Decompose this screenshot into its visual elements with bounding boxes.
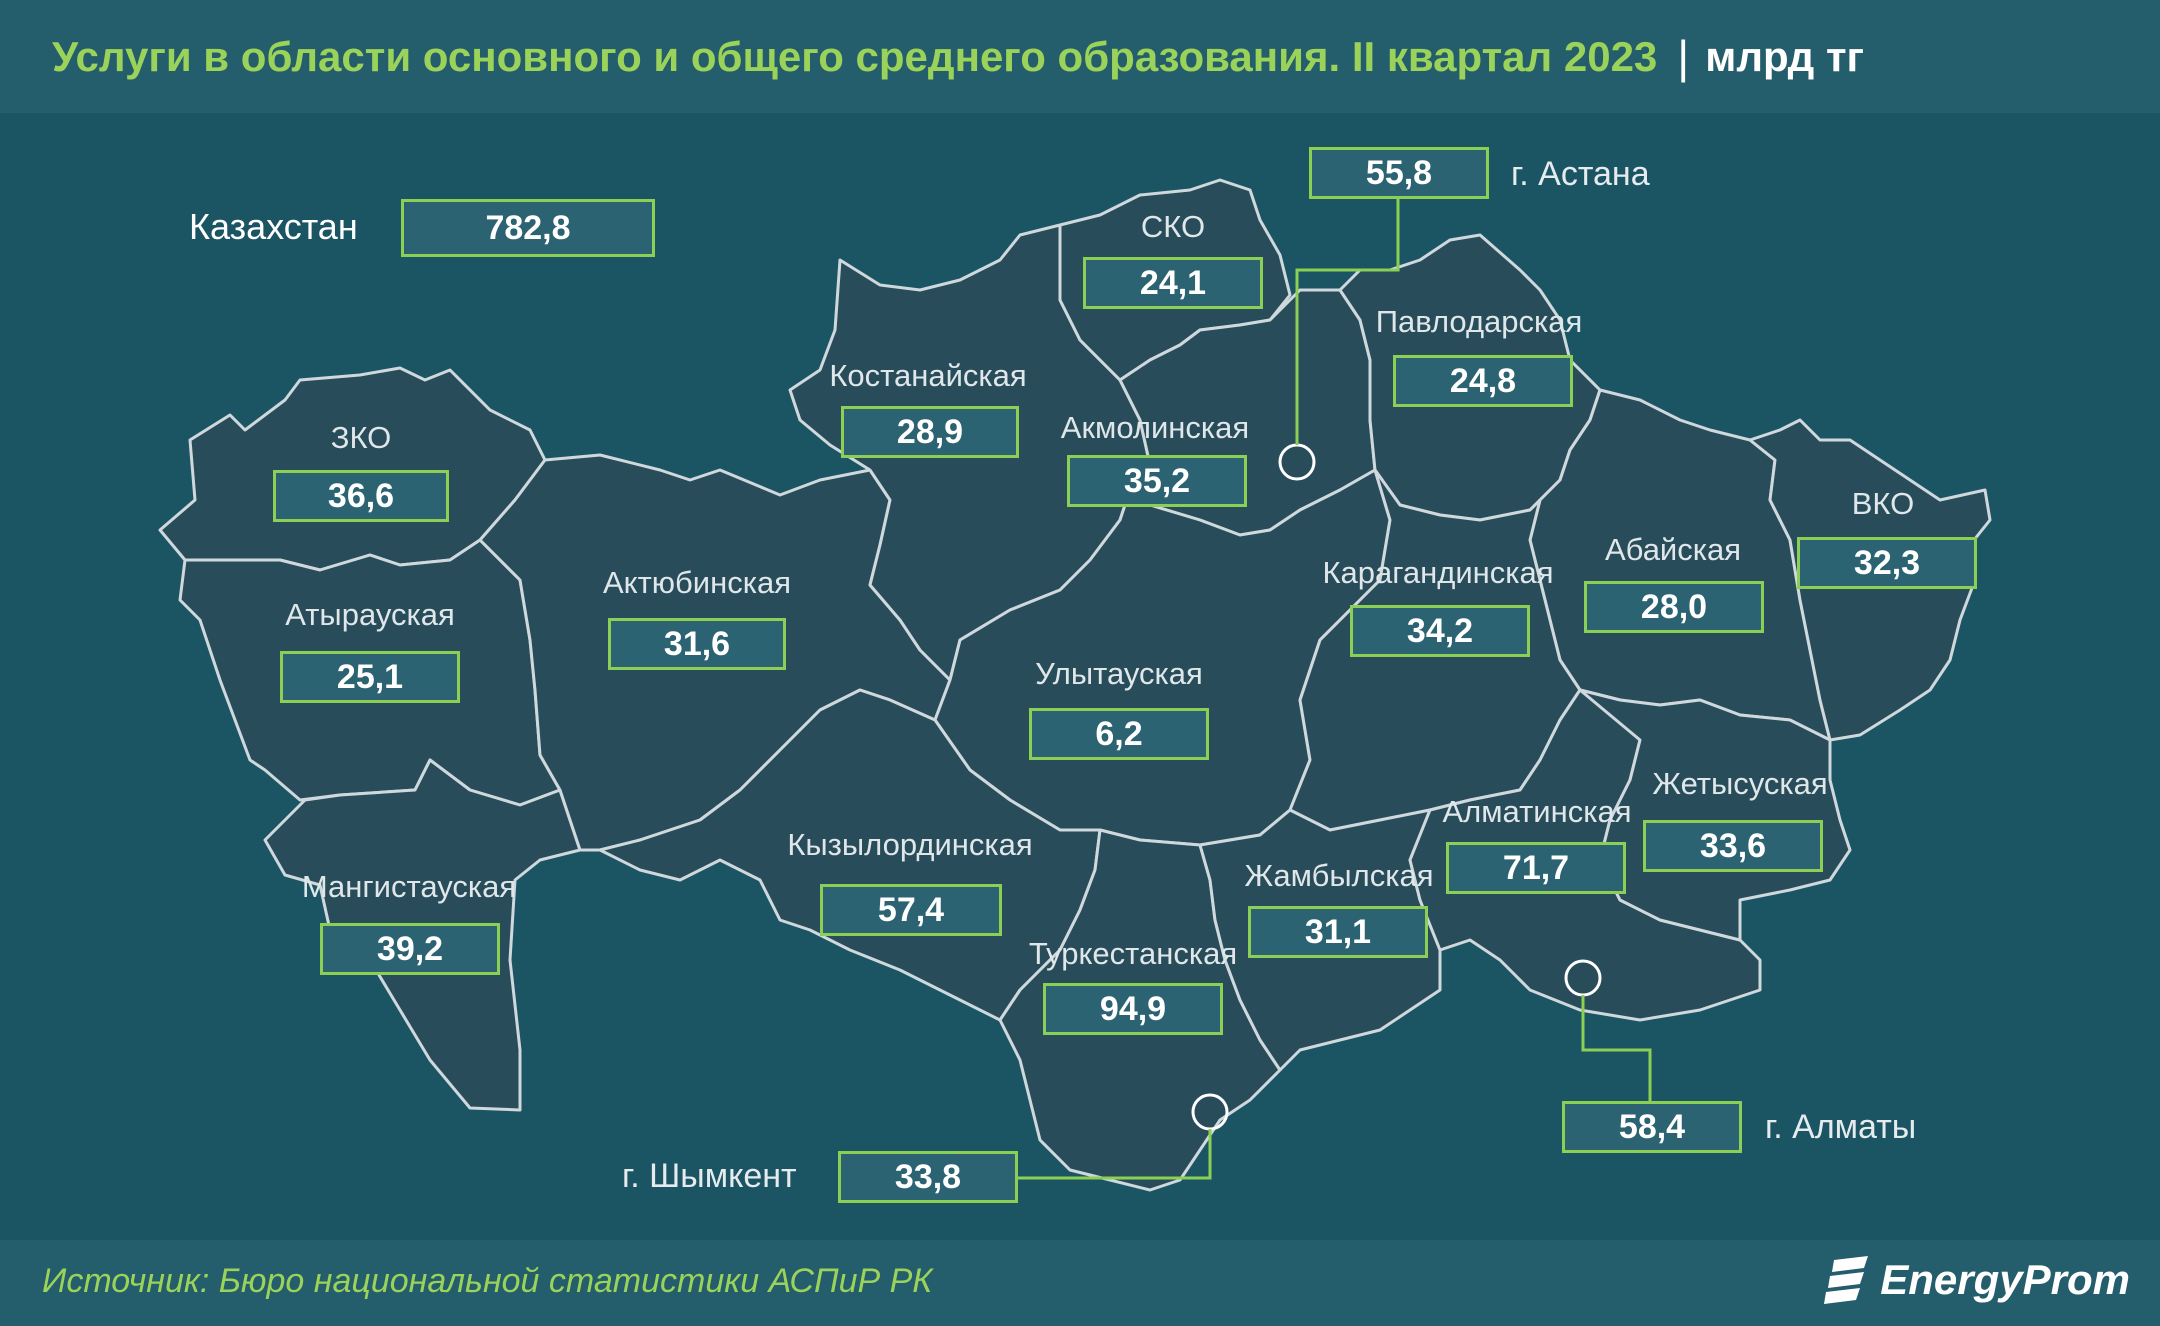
karaganda-value: 34,2 [1350, 605, 1530, 657]
almaty-region-value: 71,7 [1446, 842, 1626, 894]
logo-icon [1824, 1256, 1869, 1304]
footer-bar: Источник: Бюро национальной статистики А… [0, 1240, 2160, 1326]
sko-value: 24,1 [1083, 257, 1263, 309]
akmola-label: Акмолинская [1060, 410, 1250, 445]
kyzylorda-value: 57,4 [820, 884, 1002, 936]
aktobe-label: Актюбинская [603, 565, 791, 600]
astana-label: г. Астана [1511, 155, 1650, 193]
atyrau-label: Атырауская [285, 597, 455, 632]
kostanay-value: 28,9 [841, 406, 1019, 458]
title-separator: | [1677, 30, 1690, 83]
pavlodar-label: Павлодарская [1375, 304, 1583, 339]
energyprom-logo: EnergyProm [1824, 1254, 2130, 1306]
region-zhetysu [1578, 688, 1852, 942]
abai-value: 28,0 [1584, 581, 1764, 633]
atyrau-value: 25,1 [280, 651, 460, 703]
ulytau-value: 6,2 [1029, 708, 1209, 760]
zko-label: ЗКО [330, 420, 392, 455]
ulytau-label: Улытауская [1035, 656, 1203, 691]
source-note: Источник: Бюро национальной статистики А… [42, 1262, 933, 1300]
zhetysu-value: 33,6 [1643, 820, 1823, 872]
logo-text: EnergyProm [1880, 1256, 2130, 1303]
mangistau-label: Мангистауская [301, 869, 517, 904]
sko-label: СКО [1140, 209, 1206, 244]
zko-value: 36,6 [273, 470, 449, 522]
chart-title: Услуги в области основного и общего сред… [52, 32, 1658, 80]
mangistau-value: 39,2 [320, 923, 500, 975]
shymkent-leader [1018, 1129, 1212, 1180]
astana-leader [1295, 198, 1400, 445]
kazakhstan-label: Казахстан [189, 206, 358, 247]
kyzylorda-label: Кызылординская [787, 827, 1033, 862]
kazakhstan-value: 782,8 [401, 199, 655, 257]
almaty-city-value: 58,4 [1562, 1101, 1742, 1153]
vko-value: 32,3 [1797, 537, 1977, 589]
pavlodar-value: 24,8 [1393, 355, 1573, 407]
kostanay-label: Костанайская [829, 358, 1027, 393]
aktobe-value: 31,6 [608, 618, 786, 670]
vko-label: ВКО [1851, 486, 1915, 521]
karaganda-label: Карагандинская [1322, 555, 1554, 590]
almaty-city-label: г. Алматы [1765, 1108, 1917, 1146]
shymkent-value: 33,8 [838, 1151, 1018, 1203]
map-area: Казахстан 782,8 ЗКО 36,6 Атырауская 25,1… [0, 113, 2160, 1240]
almaty-leader [1581, 995, 1652, 1105]
zhetysu-label: Жетысуская [1652, 766, 1828, 801]
almaty-region-label: Алматинская [1442, 794, 1632, 829]
abai-label: Абайская [1604, 532, 1742, 567]
turkestan-value: 94,9 [1043, 983, 1223, 1035]
zhambyl-label: Жамбылская [1244, 858, 1434, 893]
turkestan-label: Туркестанская [1028, 936, 1238, 971]
akmola-value: 35,2 [1067, 455, 1247, 507]
header-bar: Услуги в области основного и общего сред… [0, 0, 2160, 113]
zhambyl-value: 31,1 [1248, 906, 1428, 958]
astana-value: 55,8 [1309, 147, 1489, 199]
shymkent-label: г. Шымкент [622, 1157, 797, 1195]
unit-label: млрд тг [1705, 32, 1865, 80]
